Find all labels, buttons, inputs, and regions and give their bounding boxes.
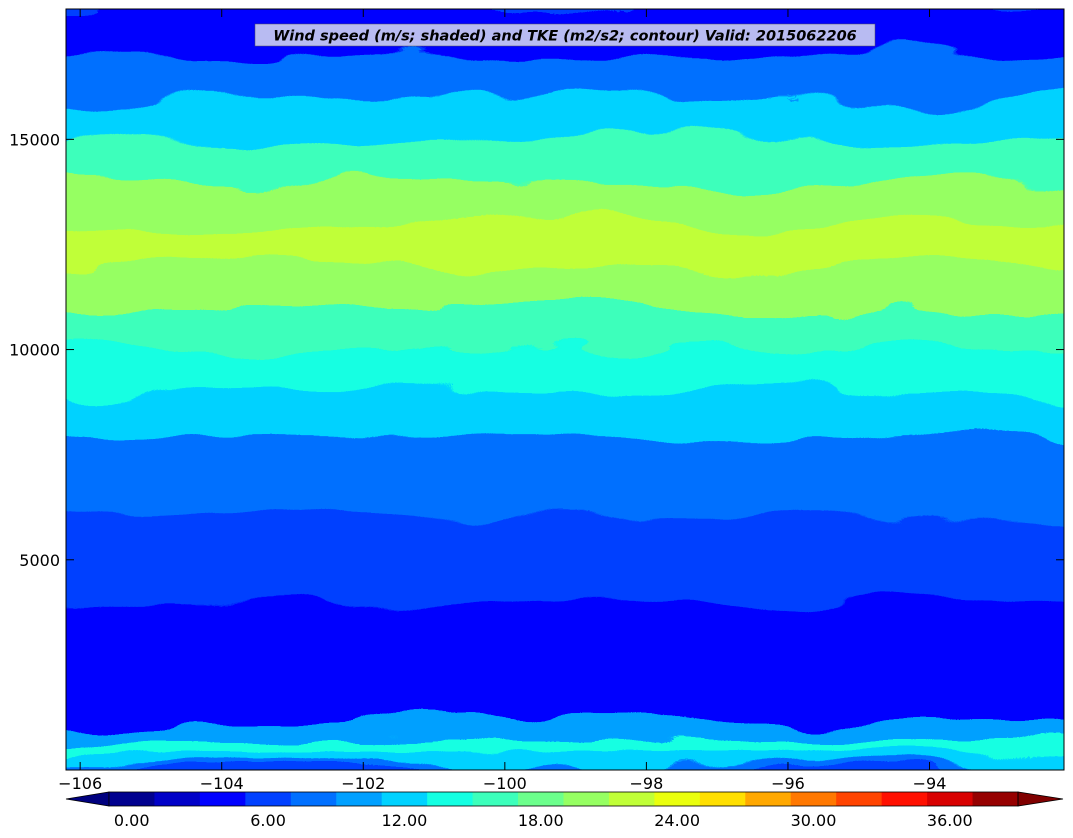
colorbar-segment <box>154 792 201 806</box>
y-axis: 5000 10000 15000 <box>9 130 1064 570</box>
wind-speed-band <box>66 96 1064 141</box>
title-background <box>254 23 876 47</box>
colorbar-segment <box>381 792 428 806</box>
wind-speed-band <box>66 558 1064 603</box>
colorbar-segment <box>336 792 383 806</box>
wind-speed-band <box>66 9 1064 23</box>
wind-speed-band <box>66 348 1064 393</box>
colorbar-tick-label: 24.00 <box>654 811 700 830</box>
x-tick-label: −104 <box>200 774 244 793</box>
wind-speed-band <box>66 762 1064 770</box>
wind-speed-bands <box>66 9 1064 770</box>
y-tick-label: 5000 <box>19 551 60 570</box>
colorbar-segment <box>563 792 610 806</box>
colorbar-segment <box>745 792 792 806</box>
wind-speed-band <box>66 390 1064 435</box>
wind-speed-band <box>66 138 1064 183</box>
x-tick-label: −96 <box>771 774 805 793</box>
wind-speed-band <box>66 54 1064 99</box>
chart-title: Wind speed (m/s; shaded) and TKE (m2/s2;… <box>273 29 857 45</box>
colorbar-tick-label: 30.00 <box>791 811 837 830</box>
x-tick-label: −102 <box>341 774 385 793</box>
x-tick-label: −98 <box>630 774 664 793</box>
y-tick-label: 10000 <box>9 341 60 360</box>
colorbar-segment <box>472 792 519 806</box>
wind-speed-band <box>66 264 1064 309</box>
colorbar-segment <box>199 792 246 806</box>
wind-speed-band <box>66 432 1064 477</box>
colorbar-frame <box>108 791 1019 807</box>
colorbar-segment <box>881 792 928 806</box>
wind-speed-band <box>66 600 1064 645</box>
colorbar-segment <box>109 792 155 806</box>
colorbar-segment <box>790 792 837 806</box>
wind-speed-band <box>66 718 1064 740</box>
x-axis: −106 −104 −102 −100 −98 −96 −94 <box>58 9 946 793</box>
x-tick-label: −100 <box>483 774 527 793</box>
colorbar-segment <box>972 792 1019 806</box>
colorbar-segment <box>699 792 746 806</box>
wind-speed-band <box>66 750 1064 765</box>
colorbar-tick-label: 36.00 <box>927 811 973 830</box>
chart-title-box: Wind speed (m/s; shaded) and TKE (m2/s2;… <box>254 23 876 47</box>
wind-speed-band <box>66 642 1064 687</box>
plot-frame <box>65 8 1065 771</box>
wind-speed-band <box>66 306 1064 351</box>
x-tick-label: −106 <box>58 774 102 793</box>
colorbar-tick-label: 6.00 <box>250 811 286 830</box>
colorbar-tick-label: 12.00 <box>382 811 428 830</box>
wind-speed-band <box>66 684 1064 721</box>
colorbar-segment <box>927 792 974 806</box>
colorbar-segment <box>836 792 883 806</box>
colorbar-segment <box>654 792 701 806</box>
colorbar-segment <box>245 792 292 806</box>
colorbar-tick-label: 0.00 <box>114 811 150 830</box>
plot-area <box>66 9 1064 770</box>
colorbar-segment <box>427 792 474 806</box>
wind-speed-band <box>66 737 1064 753</box>
colorbar: 0.00 6.00 12.00 18.00 24.00 30.00 36.00 <box>65 791 1064 830</box>
colorbar-segment <box>608 792 655 806</box>
wind-speed-band <box>66 222 1064 267</box>
colorbar-segment <box>290 792 337 806</box>
colorbar-under-arrow <box>65 791 110 807</box>
colorbar-over-arrow <box>1017 791 1064 807</box>
x-tick-label: −94 <box>913 774 947 793</box>
wind-speed-band <box>66 180 1064 225</box>
wind-speed-band <box>66 516 1064 561</box>
colorbar-segment <box>518 792 564 806</box>
wind-speed-band <box>66 474 1064 519</box>
y-tick-label: 15000 <box>9 130 60 149</box>
colorbar-tick-label: 18.00 <box>518 811 564 830</box>
